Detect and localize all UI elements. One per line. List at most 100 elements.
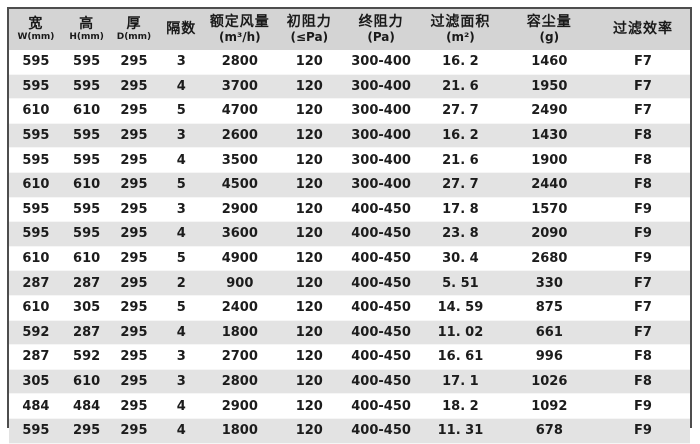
table-cell: 5	[157, 98, 206, 124]
header-cell: 宽 W(mm)	[9, 9, 63, 50]
table-cell: 484	[62, 393, 111, 419]
table-cell: 300-400	[344, 50, 419, 75]
table-cell: F9	[595, 221, 690, 247]
header-unit: D(mm)	[116, 31, 152, 42]
table-cell: 120	[274, 418, 344, 444]
table-cell: 295	[110, 369, 158, 395]
table-cell: 875	[502, 295, 596, 321]
header-cell: 过滤面积 (m²)	[418, 9, 503, 50]
table-cell: 16. 2	[418, 123, 503, 149]
header-unit: W(mm)	[17, 31, 55, 42]
table-cell: 27. 7	[418, 172, 503, 198]
table-cell: 3700	[205, 74, 275, 100]
table-cell: 2600	[205, 123, 275, 149]
table-row: 595 595 295 3 2600 120 300-400 16. 2 1430 F8	[9, 123, 690, 149]
table-cell: 2800	[205, 50, 275, 75]
table-cell: 120	[274, 393, 344, 419]
header-title: 过滤效率	[612, 21, 673, 38]
table-cell: 305	[62, 295, 111, 321]
table-cell: 610	[62, 246, 111, 272]
table-cell: 4	[157, 418, 206, 444]
table-row: 595 595 295 3 2900 120 400-450 17. 8 1570 F9	[9, 197, 690, 223]
table-row: 595 595 295 4 3700 120 300-400 21. 6 1950 F7	[9, 74, 690, 100]
table-cell: F8	[595, 369, 690, 395]
table-cell: 2900	[205, 393, 275, 419]
table-cell: 4	[157, 74, 206, 100]
table-row: 592 287 295 4 1800 120 400-450 11. 02 661 F7	[9, 320, 690, 346]
table-body: 595 595 295 3 2800 120 300-400 16. 2 1460 F7 595 59…	[9, 50, 690, 444]
header-title: 初阻力	[286, 14, 332, 31]
table-cell: 900	[205, 270, 275, 296]
table-cell: 3	[157, 50, 206, 75]
table-cell: 400-450	[344, 221, 419, 247]
table-cell: 18. 2	[418, 393, 503, 419]
table-cell: 610	[62, 98, 111, 124]
table-cell: 678	[502, 418, 596, 444]
table-cell: F9	[595, 393, 690, 419]
table-cell: 17. 8	[418, 197, 503, 223]
table-cell: 11. 02	[418, 320, 503, 346]
table-cell: F7	[595, 50, 690, 75]
table-cell: 3	[157, 344, 206, 370]
table-cell: F7	[595, 270, 690, 296]
table-cell: 400-450	[344, 369, 419, 395]
header-unit: H(mm)	[69, 31, 104, 42]
header-cell: 终阻力 (Pa)	[344, 9, 419, 50]
table-cell: 295	[110, 147, 158, 173]
table-cell: 400-450	[344, 344, 419, 370]
table-cell: 595	[9, 418, 63, 444]
table-cell: 595	[62, 50, 111, 75]
table-cell: F9	[595, 418, 690, 444]
table-cell: 2490	[502, 98, 596, 124]
table-cell: F9	[595, 246, 690, 272]
table-cell: 2900	[205, 197, 275, 223]
table-cell: 300-400	[344, 98, 419, 124]
header-title: 容尘量	[526, 14, 572, 31]
header-cell: 初阻力 (≤Pa)	[274, 9, 344, 50]
table-cell: 295	[110, 74, 158, 100]
table-cell: 120	[274, 344, 344, 370]
table-row: 305 610 295 3 2800 120 400-450 17. 1 1026 F8	[9, 369, 690, 395]
table-cell: 1900	[502, 147, 596, 173]
table-cell: 4700	[205, 98, 275, 124]
header-title: 高	[79, 15, 95, 32]
table-cell: 120	[274, 197, 344, 223]
table-cell: 295	[110, 123, 158, 149]
table-cell: 17. 1	[418, 369, 503, 395]
table-row: 595 295 295 4 1800 120 400-450 11. 31 678 F9	[9, 418, 690, 444]
table-cell: 4500	[205, 172, 275, 198]
table-cell: 400-450	[344, 246, 419, 272]
table-cell: 120	[274, 246, 344, 272]
table-cell: 2800	[205, 369, 275, 395]
header-title: 厚	[126, 15, 142, 32]
table-cell: 295	[110, 197, 158, 223]
table-cell: 120	[274, 270, 344, 296]
table-cell: 295	[110, 418, 158, 444]
header-title: 过滤面积	[430, 14, 491, 31]
header-cell: 厚 D(mm)	[110, 9, 158, 50]
table-cell: 287	[9, 344, 63, 370]
header-title: 终阻力	[358, 14, 404, 31]
table-cell: 4	[157, 320, 206, 346]
table-row: 484 484 295 4 2900 120 400-450 18. 2 1092 F9	[9, 393, 690, 419]
table-cell: 1026	[502, 369, 596, 395]
table-cell: 295	[62, 418, 111, 444]
table-cell: 595	[9, 221, 63, 247]
table-cell: 400-450	[344, 320, 419, 346]
table-cell: 300-400	[344, 147, 419, 173]
header-title: 宽	[28, 15, 44, 32]
table-row: 610 610 295 5 4700 120 300-400 27. 7 2490 F7	[9, 98, 690, 124]
table-cell: 610	[9, 295, 63, 321]
table-row: 287 592 295 3 2700 120 400-450 16. 61 996 F8	[9, 344, 690, 370]
table-cell: F7	[595, 74, 690, 100]
table-cell: 295	[110, 295, 158, 321]
table-cell: F7	[595, 98, 690, 124]
table-cell: 5	[157, 172, 206, 198]
table-cell: 595	[62, 147, 111, 173]
table-cell: 120	[274, 320, 344, 346]
table-cell: 16. 2	[418, 50, 503, 75]
header-unit: (m²)	[446, 30, 475, 45]
header-row: 宽 W(mm) 高 H(mm) 厚 D(mm) 隔数 额定风量 (m³/h) 初阻力 (≤Pa) 终阻…	[9, 9, 690, 50]
table-cell: 595	[9, 123, 63, 149]
table-cell: 21. 6	[418, 74, 503, 100]
